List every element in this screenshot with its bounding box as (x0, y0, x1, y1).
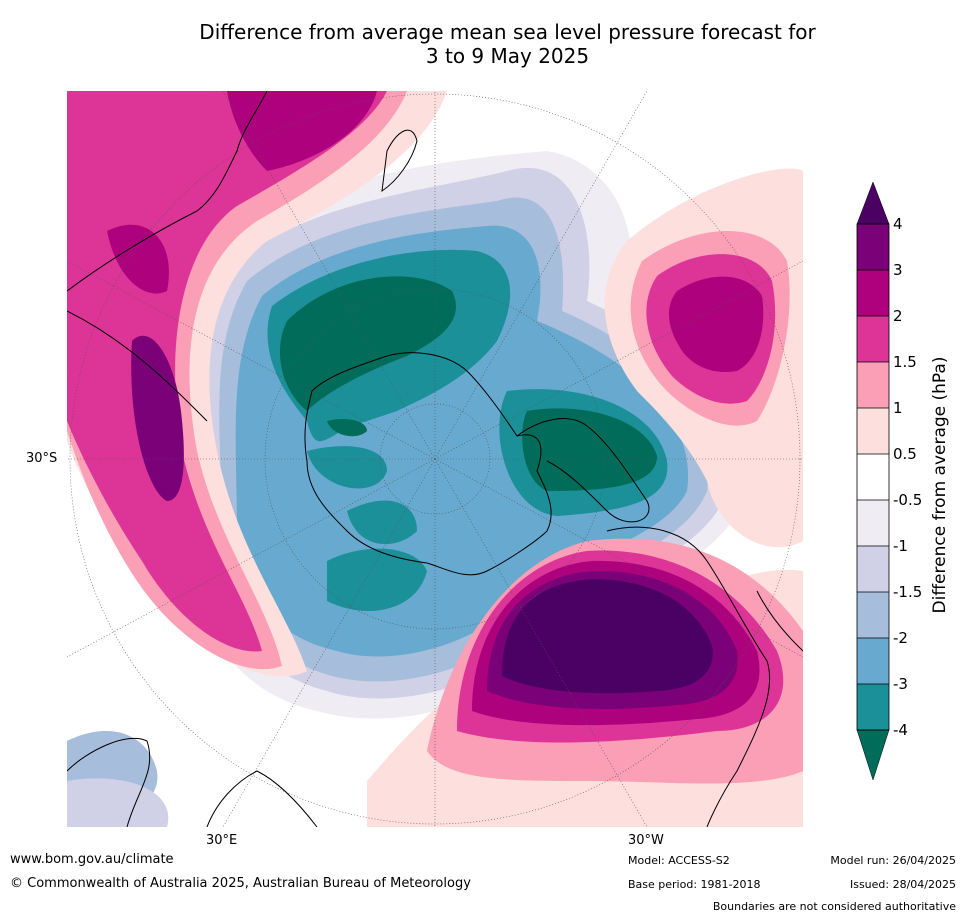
coastlines (67, 91, 803, 827)
coastline-australia (67, 91, 268, 422)
colorbar-seg-1-1.5 (857, 362, 889, 408)
colorbar-seg-m3-m4 (857, 684, 889, 730)
meridian-12 (434, 260, 803, 460)
contour-2-west (107, 91, 377, 294)
positive-anomaly-northeast (604, 168, 803, 548)
meridian-10 (434, 458, 803, 658)
colorbar-tick-m1: -1 (893, 537, 908, 555)
colorbar-tick-1: 1 (893, 399, 903, 417)
colorbar-seg-3-4 (857, 224, 889, 270)
colorbar-tick-m4: -4 (893, 721, 908, 739)
coastline-south-america (606, 526, 803, 827)
colorbar-tick-1.5: 1.5 (893, 353, 917, 371)
colorbar-arrow-top (856, 181, 890, 225)
colorbar-tick-m3: -3 (893, 675, 908, 693)
footer-url[interactable]: www.bom.gov.au/climate (10, 852, 174, 867)
colorbar-seg-2-3 (857, 270, 889, 316)
title-line-1: Difference from average mean sea level p… (199, 20, 816, 44)
footer-model-run: Model run: 26/04/2025 (830, 854, 956, 867)
coastline-antarctica (304, 352, 552, 576)
colorbar-tick-0.5: 0.5 (893, 445, 917, 463)
meridian-11 (67, 458, 436, 658)
contour-2-ne (668, 276, 764, 372)
footer-issued: Issued: 28/04/2025 (849, 878, 956, 891)
longitude-label-30w: 30°W (628, 833, 664, 848)
coastline-antarctic-peninsula (516, 418, 650, 523)
colorbar-tick-m1.5: -1.5 (893, 583, 923, 601)
graticule (67, 91, 803, 827)
colorbar-seg-m0.5-m1 (857, 500, 889, 546)
colorbar-seg-neutral (857, 454, 889, 500)
colorbar-label: Difference from average (hPa) (930, 356, 950, 614)
colorbar-tick-2: 2 (893, 307, 903, 325)
negative-anomaly-minor (67, 731, 169, 827)
colorbar-tick-4: 4 (893, 215, 903, 233)
colorbar (856, 181, 890, 781)
colorbar-seg-m2-m3 (857, 638, 889, 684)
colorbar-seg-0.5-1 (857, 408, 889, 454)
footer-model: Model: ACCESS-S2 (628, 854, 730, 867)
positive-anomaly-southeast (367, 538, 803, 827)
latitude-label-30s: 30°S (26, 451, 58, 466)
colorbar-tick-m0.5: -0.5 (893, 491, 923, 509)
footer-copyright: © Commonwealth of Australia 2025, Austra… (10, 876, 471, 891)
longitude-label-30e: 30°E (206, 833, 238, 848)
coastline-madagascar (206, 770, 318, 827)
footer-base-period: Base period: 1981-2018 (628, 878, 761, 891)
graticule-circle-30s (69, 93, 801, 825)
coastline-new-zealand (381, 129, 418, 193)
graticule-circle-60s (264, 288, 606, 630)
contour-3-west (131, 335, 184, 501)
colorbar-seg-1.5-2 (857, 316, 889, 362)
colorbar-ticks (857, 223, 889, 731)
contour-minus-1-sw (67, 778, 169, 827)
colorbar-tick-3: 3 (893, 261, 903, 279)
colorbar-tick-m2: -2 (893, 629, 908, 647)
coastline-africa (67, 737, 151, 827)
pressure-anomaly-map (67, 91, 803, 827)
contour-4-se (502, 579, 713, 694)
map-svg (67, 91, 803, 827)
map-title: Difference from average mean sea level p… (0, 20, 965, 68)
title-line-2: 3 to 9 May 2025 (425, 44, 590, 68)
colorbar-seg-m1-m1.5 (857, 546, 889, 592)
colorbar-arrow-bottom (856, 729, 890, 781)
meridian-9 (67, 260, 436, 460)
footer-disclaimer: Boundaries are not considered authoritat… (712, 900, 956, 913)
colorbar-seg-m1.5-m2 (857, 592, 889, 638)
contour-minus-4 (279, 276, 657, 491)
